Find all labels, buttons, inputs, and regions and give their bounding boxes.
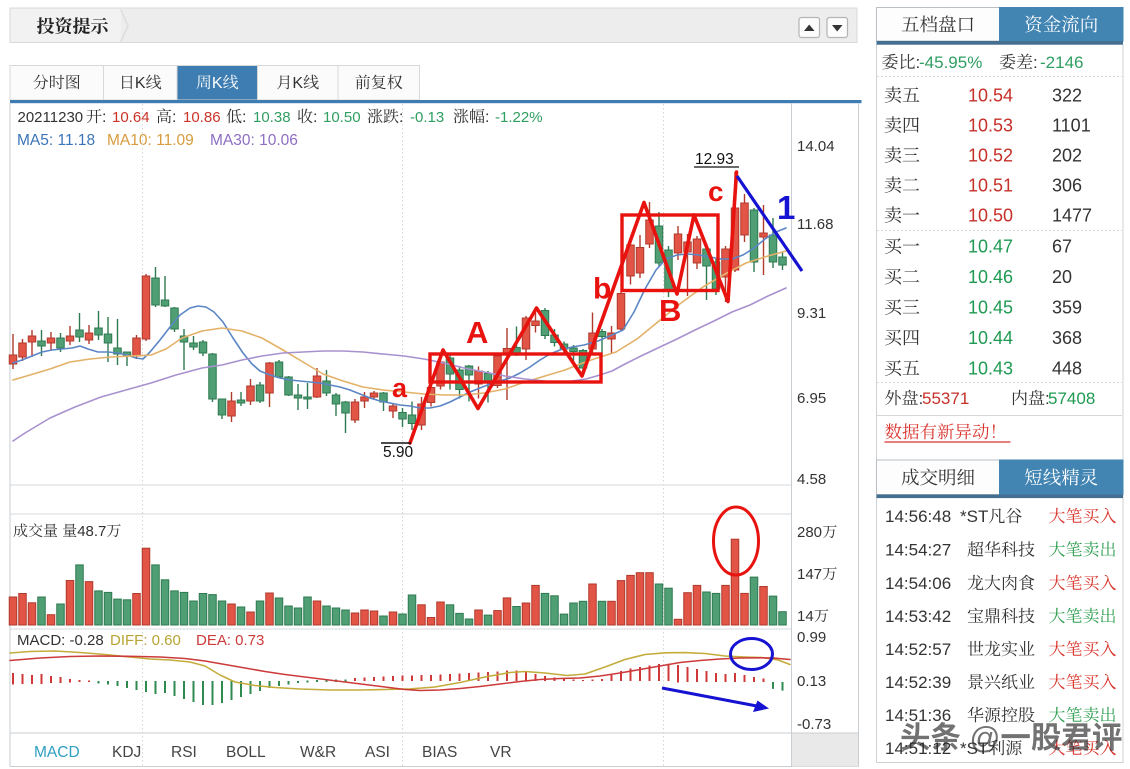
svg-text:*ST: *ST bbox=[960, 507, 988, 526]
svg-text:14.04: 14.04 bbox=[797, 138, 835, 155]
svg-text:@: @ bbox=[961, 721, 1000, 755]
svg-text:20: 20 bbox=[1052, 267, 1072, 287]
svg-text:14:54:27: 14:54:27 bbox=[885, 541, 951, 560]
svg-text:DIFF: 0.60: DIFF: 0.60 bbox=[110, 632, 181, 649]
svg-text:-45.95%: -45.95% bbox=[919, 53, 982, 72]
svg-text:14:52:39: 14:52:39 bbox=[885, 673, 951, 692]
svg-text:48.7: 48.7 bbox=[77, 523, 106, 540]
svg-text:10.47: 10.47 bbox=[968, 237, 1013, 257]
svg-text:RSI: RSI bbox=[171, 744, 197, 761]
svg-text:11.68: 11.68 bbox=[797, 216, 833, 233]
svg-text:10.64: 10.64 bbox=[112, 109, 150, 126]
svg-text:5.90: 5.90 bbox=[383, 444, 414, 461]
svg-text:K: K bbox=[135, 75, 146, 92]
svg-text::: : bbox=[485, 109, 489, 126]
svg-text:202: 202 bbox=[1052, 146, 1082, 166]
svg-text::: : bbox=[1045, 389, 1050, 408]
svg-text:MA5: 11.18: MA5: 11.18 bbox=[17, 132, 95, 149]
svg-text:10.51: 10.51 bbox=[968, 176, 1013, 196]
svg-text:KDJ: KDJ bbox=[112, 744, 141, 761]
svg-text:368: 368 bbox=[1052, 328, 1082, 348]
svg-text::: : bbox=[242, 109, 246, 126]
svg-text:14:53:42: 14:53:42 bbox=[885, 607, 951, 626]
svg-text:10.44: 10.44 bbox=[968, 328, 1013, 348]
svg-text:a: a bbox=[392, 373, 408, 403]
svg-text::: : bbox=[919, 389, 924, 408]
svg-text:-0.73: -0.73 bbox=[797, 716, 831, 733]
svg-text:4.58: 4.58 bbox=[797, 471, 826, 488]
svg-text:280: 280 bbox=[797, 524, 822, 541]
svg-text:10.50: 10.50 bbox=[323, 109, 361, 126]
svg-text:-1.22%: -1.22% bbox=[495, 109, 543, 126]
svg-text:MACD: -0.28: MACD: -0.28 bbox=[17, 632, 104, 649]
svg-text:57408: 57408 bbox=[1048, 389, 1095, 408]
svg-text:147: 147 bbox=[797, 566, 822, 583]
svg-text:ASI: ASI bbox=[365, 744, 390, 761]
svg-text:1: 1 bbox=[777, 189, 795, 226]
svg-text:W&R: W&R bbox=[300, 744, 336, 761]
svg-text:9.31: 9.31 bbox=[797, 305, 826, 322]
svg-text:-2146: -2146 bbox=[1040, 53, 1083, 72]
svg-text::: : bbox=[172, 109, 176, 126]
svg-text:BOLL: BOLL bbox=[226, 744, 266, 761]
svg-text:359: 359 bbox=[1052, 298, 1082, 318]
svg-text:0.99: 0.99 bbox=[797, 629, 826, 646]
svg-text:67: 67 bbox=[1052, 237, 1072, 257]
svg-text:b: b bbox=[593, 273, 611, 306]
svg-text:448: 448 bbox=[1052, 359, 1082, 379]
svg-text:10.46: 10.46 bbox=[968, 267, 1013, 287]
svg-text:10.86: 10.86 bbox=[183, 109, 221, 126]
svg-text::: : bbox=[916, 53, 921, 72]
svg-text:20211230: 20211230 bbox=[18, 109, 84, 126]
svg-text:14:51:36: 14:51:36 bbox=[885, 706, 951, 725]
svg-text:14:56:48: 14:56:48 bbox=[885, 507, 951, 526]
svg-text::: : bbox=[102, 109, 106, 126]
svg-text:14:54:06: 14:54:06 bbox=[885, 574, 951, 593]
svg-text:MA30: 10.06: MA30: 10.06 bbox=[210, 132, 298, 149]
svg-text:K: K bbox=[292, 75, 303, 92]
svg-text:322: 322 bbox=[1052, 86, 1082, 106]
svg-text:10.38: 10.38 bbox=[253, 109, 291, 126]
svg-text:DEA: 0.73: DEA: 0.73 bbox=[196, 632, 264, 649]
svg-text::: : bbox=[1033, 53, 1038, 72]
svg-text:A: A bbox=[466, 315, 488, 350]
svg-text::: : bbox=[313, 109, 317, 126]
svg-text:14: 14 bbox=[797, 608, 814, 625]
svg-text:0.13: 0.13 bbox=[797, 673, 826, 690]
svg-text:10.50: 10.50 bbox=[968, 206, 1013, 226]
svg-text:10.53: 10.53 bbox=[968, 116, 1013, 136]
svg-text:MA10: 11.09: MA10: 11.09 bbox=[107, 132, 194, 149]
svg-text:10.54: 10.54 bbox=[968, 86, 1013, 106]
svg-text::: : bbox=[399, 109, 403, 126]
svg-text:*ST: *ST bbox=[960, 739, 988, 758]
svg-text:10.45: 10.45 bbox=[968, 298, 1013, 318]
svg-text:55371: 55371 bbox=[922, 389, 969, 408]
svg-text:c: c bbox=[708, 176, 724, 207]
svg-text:10.43: 10.43 bbox=[968, 359, 1013, 379]
svg-text:10.52: 10.52 bbox=[968, 146, 1013, 166]
svg-text:6.95: 6.95 bbox=[797, 390, 826, 407]
svg-text:306: 306 bbox=[1052, 176, 1082, 196]
svg-text:1101: 1101 bbox=[1052, 116, 1091, 136]
svg-text:BIAS: BIAS bbox=[422, 744, 457, 761]
svg-text:14:52:57: 14:52:57 bbox=[885, 640, 951, 659]
svg-text:-0.13: -0.13 bbox=[410, 109, 444, 126]
svg-text:B: B bbox=[659, 293, 681, 328]
svg-text:VR: VR bbox=[490, 744, 512, 761]
svg-text:14:51:12: 14:51:12 bbox=[885, 739, 951, 758]
svg-text:1477: 1477 bbox=[1052, 206, 1092, 226]
svg-text:MACD: MACD bbox=[34, 744, 80, 761]
svg-text:12.93: 12.93 bbox=[695, 151, 734, 168]
svg-text:K: K bbox=[212, 75, 223, 92]
